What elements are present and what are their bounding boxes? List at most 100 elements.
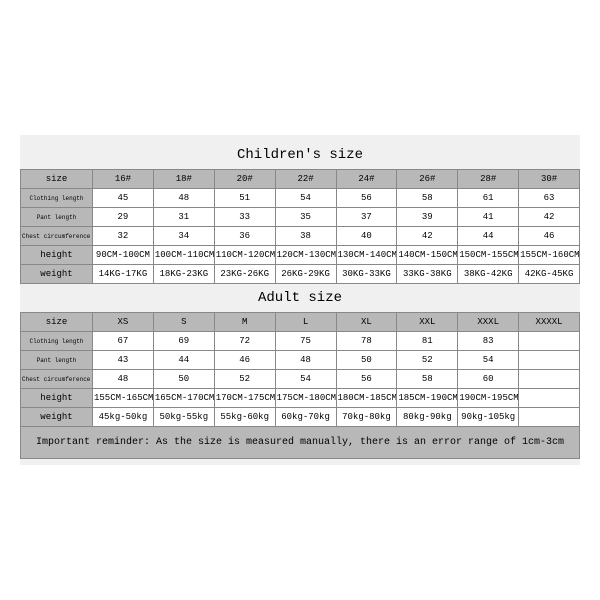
table-cell: 23KG-26KG [214, 265, 275, 284]
table-cell: 41 [458, 208, 519, 227]
col-header: 20# [214, 170, 275, 189]
table-cell: 150CM-155CM [458, 246, 519, 265]
table-cell: 130CM-140CM [336, 246, 397, 265]
table-cell: 46 [214, 351, 275, 370]
table-cell [519, 351, 580, 370]
col-header: M [214, 313, 275, 332]
col-header: 30# [519, 170, 580, 189]
table-cell: 33 [214, 208, 275, 227]
table-cell: 56 [336, 189, 397, 208]
row-label: Clothing length [21, 189, 93, 208]
table-cell: 61 [458, 189, 519, 208]
table-cell: 60kg-70kg [275, 408, 336, 427]
col-header: 28# [458, 170, 519, 189]
table-cell: 54 [275, 189, 336, 208]
table-cell: 120CM-130CM [275, 246, 336, 265]
table-cell: 54 [458, 351, 519, 370]
table-cell: 75 [275, 332, 336, 351]
table-cell: 45kg-50kg [93, 408, 154, 427]
table-cell: 170CM-175CM [214, 389, 275, 408]
table-cell: 78 [336, 332, 397, 351]
table-cell: 26KG-29KG [275, 265, 336, 284]
table-cell: 58 [397, 189, 458, 208]
row-label: Pant length [21, 351, 93, 370]
row-label: Pant length [21, 208, 93, 227]
table-cell: 38KG-42KG [458, 265, 519, 284]
table-cell: 45 [93, 189, 154, 208]
table-cell: 44 [458, 227, 519, 246]
col-header: XXXL [458, 313, 519, 332]
table-cell: 35 [275, 208, 336, 227]
col-header: XS [93, 313, 154, 332]
table-cell: 50 [336, 351, 397, 370]
row-label: Chest circumference 1/2 [21, 370, 93, 389]
row-label: weight [21, 408, 93, 427]
table-cell [519, 408, 580, 427]
table-cell: 56 [336, 370, 397, 389]
row-label: height [21, 389, 93, 408]
table-cell: 50 [153, 370, 214, 389]
col-header: L [275, 313, 336, 332]
col-header-label: size [21, 313, 93, 332]
table-cell: 140CM-150CM [397, 246, 458, 265]
table-cell: 80kg-90kg [397, 408, 458, 427]
table-cell: 90kg-105kg [458, 408, 519, 427]
table-cell: 30KG-33KG [336, 265, 397, 284]
table-cell: 39 [397, 208, 458, 227]
table-cell: 36 [214, 227, 275, 246]
table-cell: 58 [397, 370, 458, 389]
table-cell: 52 [214, 370, 275, 389]
row-label: Chest circumference 1/2 [21, 227, 93, 246]
row-label: weight [21, 265, 93, 284]
table-cell: 165CM-170CM [153, 389, 214, 408]
col-header: 22# [275, 170, 336, 189]
table-cell: 100CM-110CM [153, 246, 214, 265]
table-cell: 60 [458, 370, 519, 389]
col-header: 16# [93, 170, 154, 189]
table-cell: 81 [397, 332, 458, 351]
col-header: S [153, 313, 214, 332]
children-title: Children's size [20, 141, 580, 169]
table-cell: 180CM-185CM [336, 389, 397, 408]
table-cell: 44 [153, 351, 214, 370]
table-cell: 18KG-23KG [153, 265, 214, 284]
adult-table: sizeXSSMLXLXXLXXXLXXXXLClothing length67… [20, 312, 580, 427]
table-cell: 51 [214, 189, 275, 208]
table-cell: 110CM-120CM [214, 246, 275, 265]
col-header: 24# [336, 170, 397, 189]
table-cell: 37 [336, 208, 397, 227]
table-cell: 63 [519, 189, 580, 208]
table-cell: 67 [93, 332, 154, 351]
table-cell: 54 [275, 370, 336, 389]
table-cell: 29 [93, 208, 154, 227]
table-cell [519, 332, 580, 351]
table-cell: 40 [336, 227, 397, 246]
table-cell: 70kg-80kg [336, 408, 397, 427]
table-cell: 48 [93, 370, 154, 389]
table-cell: 48 [153, 189, 214, 208]
col-header: XXXXL [519, 313, 580, 332]
table-cell [519, 370, 580, 389]
table-cell: 185CM-190CM [397, 389, 458, 408]
col-header: 26# [397, 170, 458, 189]
table-cell: 48 [275, 351, 336, 370]
table-cell: 14KG-17KG [93, 265, 154, 284]
col-header: XL [336, 313, 397, 332]
table-cell: 175CM-180CM [275, 389, 336, 408]
col-header: XXL [397, 313, 458, 332]
table-cell: 42KG-45KG [519, 265, 580, 284]
table-cell: 83 [458, 332, 519, 351]
table-cell: 190CM-195CM [458, 389, 519, 408]
table-cell: 33KG-38KG [397, 265, 458, 284]
table-cell [519, 389, 580, 408]
table-cell: 55kg-60kg [214, 408, 275, 427]
table-cell: 52 [397, 351, 458, 370]
table-cell: 34 [153, 227, 214, 246]
table-cell: 42 [519, 208, 580, 227]
children-table: size16#18#20#22#24#26#28#30#Clothing len… [20, 169, 580, 284]
table-cell: 69 [153, 332, 214, 351]
table-cell: 32 [93, 227, 154, 246]
table-cell: 50kg-55kg [153, 408, 214, 427]
table-cell: 72 [214, 332, 275, 351]
col-header-label: size [21, 170, 93, 189]
